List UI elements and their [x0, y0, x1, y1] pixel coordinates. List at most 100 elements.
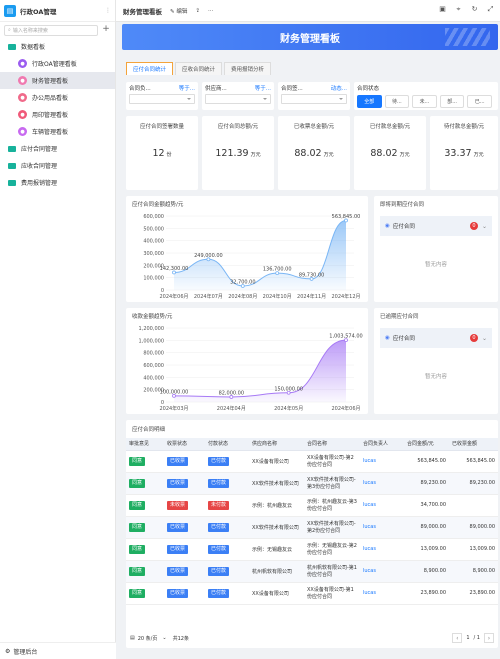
sidebar-item-4[interactable]: ● 用印管理看板 — [0, 106, 115, 123]
sidebar-item-5[interactable]: ● 车辆管理看板 — [0, 123, 115, 140]
status-option[interactable]: 已... — [467, 95, 492, 108]
sidebar-item-1[interactable]: ● 行政OA管理看板 — [0, 55, 115, 72]
table-row[interactable]: 同意 已收票 已付款 XX软件技术有限公司 XX软件技术有限公司-第2份应付合同 luca… — [126, 516, 498, 539]
amount-cell: 23,890.00 — [404, 582, 449, 605]
y-tick-label: 300,000 — [143, 251, 164, 257]
kpi-value-row: 12 份 — [152, 148, 171, 159]
sidebar-item-label: 费用报销管理 — [21, 180, 58, 187]
amount-cell: 13,009.00 — [404, 538, 449, 561]
status-option[interactable]: 全部 — [357, 95, 382, 108]
alert-group[interactable]: ◉ 应付合同 0 ⌄ — [380, 328, 492, 348]
filter-date-select[interactable] — [281, 94, 347, 104]
tab-expense-analysis[interactable]: 费用报销分析 — [224, 62, 272, 75]
layout-icon[interactable]: ▣ — [439, 5, 446, 13]
data-label: 150,000.00 — [274, 386, 303, 392]
status-option[interactable]: 待... — [384, 95, 410, 108]
sidebar-item-8[interactable]: 费用报销管理 — [0, 174, 115, 191]
edit-button[interactable]: ✎ 编辑 — [170, 7, 187, 15]
kpi-label: 应付合同签署数量 — [139, 124, 184, 130]
table-row[interactable]: 同意 已收票 已付款 杭州帆软有限公司 杭州帆软有限公司-第1份应付合同 lucas 8,9… — [126, 560, 498, 583]
payment-status-tag: 未付款 — [208, 500, 230, 510]
owner-cell[interactable]: lucas — [360, 516, 404, 539]
owner-cell[interactable]: lucas — [360, 560, 404, 583]
column-header[interactable]: 已收票金额 — [449, 438, 498, 451]
kpi-value-row: 33.37 万元 — [444, 148, 483, 159]
share-icon[interactable]: ⇪ — [195, 7, 200, 14]
column-header[interactable]: 合同金额/元 — [404, 438, 449, 451]
tab-receivable-stats[interactable]: 应收合同统计 — [175, 62, 223, 75]
chevron-down-icon[interactable]: ⌄ — [481, 334, 487, 342]
table-row[interactable]: 同意 未收票 未付款 示例：杭州趣友云 示例：杭州趣友云-第3份应付合同 lucas 34,… — [126, 494, 498, 517]
data-label: 249,000.00 — [194, 253, 223, 259]
prev-page-button[interactable]: ‹ — [452, 633, 463, 643]
owner-cell[interactable]: lucas — [360, 582, 404, 605]
x-tick-label: 2024年07月 — [194, 293, 223, 300]
page-size-select[interactable]: 20 条/页 — [137, 635, 158, 642]
chevron-down-icon[interactable]: ⌄ — [481, 222, 487, 230]
status-option[interactable]: 部... — [439, 95, 465, 108]
status-option[interactable]: 未... — [412, 95, 437, 108]
sidebar-item-label: 财务管理看板 — [32, 78, 69, 85]
column-header[interactable]: 付款状态 — [205, 438, 249, 451]
fullscreen-icon[interactable]: ⤢ — [487, 5, 494, 13]
table-row[interactable]: 同意 已收票 已付款 XX软件技术有限公司 XX软件技术有限公司-第3份应付合同 luca… — [126, 472, 498, 495]
owner-cell[interactable]: lucas — [360, 450, 404, 473]
table-row[interactable]: 同意 已收票 已付款 XX设备有限公司 XX设备有限公司-第1份应付合同 lucas 23,… — [126, 582, 498, 605]
kpi-unit: 万元 — [473, 152, 484, 158]
filter-owner-select[interactable] — [129, 94, 195, 104]
y-tick-label: 200,000 — [143, 263, 164, 269]
column-header[interactable]: 合同名称 — [304, 438, 360, 451]
admin-console-label: 管理后台 — [13, 648, 38, 656]
sidebar-item-6[interactable]: 应付合同管理 — [0, 140, 115, 157]
add-icon[interactable]: + — [102, 24, 110, 34]
column-header[interactable]: 合同负责人 — [360, 438, 404, 451]
table-row[interactable]: 同意 已收票 已付款 XX设备有限公司 XX设备有限公司-第2份应付合同 lucas 563… — [126, 450, 498, 473]
filter-supplier[interactable]: 供应商... 等于... — [202, 82, 274, 110]
dashboard-icon: ● — [18, 59, 27, 68]
payment-status-tag: 已付款 — [208, 588, 230, 598]
contract-name-cell: 示例：无锡趣友云-第2份应付合同 — [304, 538, 360, 561]
data-label: 100,000.00 — [160, 389, 189, 395]
owner-cell[interactable]: lucas — [360, 472, 404, 495]
filter-operator[interactable]: 动态... — [330, 85, 347, 92]
filter-label: 供应商... — [205, 85, 227, 92]
sidebar-item-label: 应付合同管理 — [21, 146, 58, 153]
admin-console-link[interactable]: ⚙ 管理后台 — [0, 642, 116, 659]
more-icon[interactable]: ⋮ — [105, 7, 111, 14]
current-page[interactable]: 1 — [466, 635, 470, 641]
gear-icon: ⚙ — [5, 647, 11, 655]
table-row[interactable]: 同意 已收票 已付款 示例：无锡趣友云 示例：无锡趣友云-第2份应付合同 lucas 13,… — [126, 538, 498, 561]
sidebar-item-0[interactable]: 数据看板 — [0, 38, 115, 55]
data-point — [275, 271, 280, 276]
tab-payable-stats[interactable]: 应付合同统计 — [126, 62, 174, 75]
column-header[interactable]: 供应商名称 — [249, 438, 304, 451]
alert-group[interactable]: ◉ 应付合同 0 ⌄ — [380, 216, 492, 236]
edit-icon: ✎ — [170, 8, 175, 15]
sidebar-item-2[interactable]: ● 财务管理看板 — [0, 72, 115, 89]
data-label: 89,730.00 — [299, 272, 324, 278]
filter-supplier-select[interactable] — [205, 94, 271, 104]
filter-operator[interactable]: 等于... — [178, 85, 195, 92]
column-header[interactable]: 审批意见 — [126, 438, 164, 451]
column-header[interactable]: 收票状态 — [164, 438, 205, 451]
next-page-button[interactable]: › — [484, 633, 494, 643]
search-input[interactable]: ⌕ 输入名称来搜索 — [4, 24, 98, 36]
y-tick-label: 0 — [161, 400, 164, 406]
received-cell: 89,000.00 — [449, 516, 498, 539]
owner-cell[interactable]: lucas — [360, 494, 404, 517]
owner-cell[interactable]: lucas — [360, 538, 404, 561]
pin-icon[interactable]: ⌖ — [456, 5, 461, 13]
filter-owner[interactable]: 合同负... 等于... — [126, 82, 198, 110]
filter-sign-date[interactable]: 合同签... 动态... — [278, 82, 350, 110]
sidebar-item-7[interactable]: 应收合同管理 — [0, 157, 115, 174]
expiring-contracts-panel: 即将到期应付合同 ◉ 应付合同 0 ⌄ 暂无内容 — [374, 196, 498, 302]
page-title: 财务管理看板 — [123, 7, 162, 16]
filter-contract-status: 合同状态 全部 待... 未... 部... 已... — [354, 82, 498, 110]
filter-operator[interactable]: 等于... — [254, 85, 271, 92]
amount-cell: 89,230.00 — [404, 472, 449, 495]
chevron-down-icon[interactable]: ⌄ — [162, 635, 167, 641]
refresh-icon[interactable]: ↻ — [471, 5, 478, 13]
sidebar-item-3[interactable]: ● 办公用品看板 — [0, 89, 115, 106]
kpi-unit: 份 — [166, 152, 172, 158]
more-options-icon[interactable]: ··· — [207, 7, 214, 14]
